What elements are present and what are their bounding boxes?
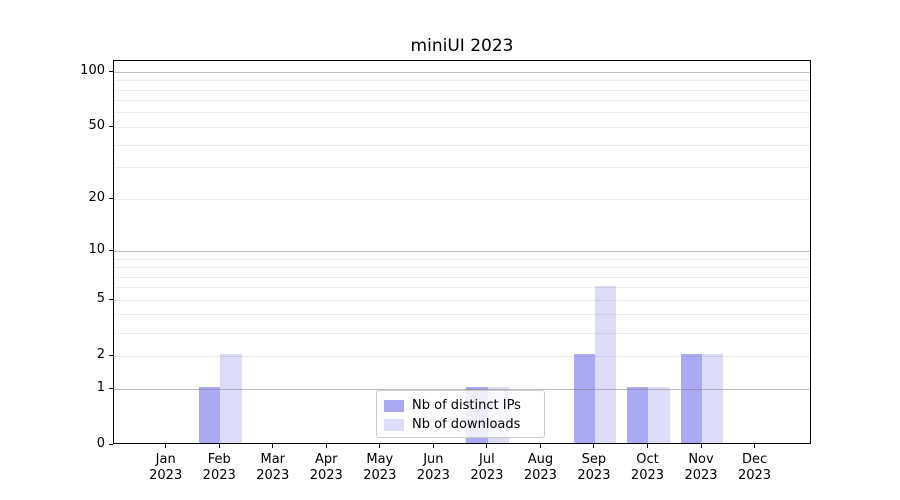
y-gridline-minor bbox=[114, 258, 810, 260]
y-tick-mark bbox=[109, 387, 113, 389]
y-tick-mark bbox=[109, 125, 113, 127]
x-tick-label-aug: Aug 2023 bbox=[523, 452, 557, 483]
y-gridline-minor bbox=[114, 355, 810, 357]
y-tick-label: 1 bbox=[96, 380, 105, 395]
x-tick-label-jul: Jul 2023 bbox=[470, 452, 504, 483]
bar-downloads-nov bbox=[702, 354, 724, 443]
x-tick-label-jan: Jan 2023 bbox=[149, 452, 183, 483]
x-tick-label-oct: Oct 2023 bbox=[630, 452, 665, 483]
y-tick-mark bbox=[109, 354, 113, 356]
y-gridline-minor bbox=[114, 144, 810, 146]
bar-downloads-sep bbox=[594, 285, 617, 443]
x-tick-mark bbox=[646, 444, 648, 448]
bar-distinct-ips-nov bbox=[680, 354, 702, 443]
x-tick-mark bbox=[593, 444, 595, 448]
x-tick-label-sep: Sep 2023 bbox=[577, 452, 611, 483]
legend: Nb of distinct IPs Nb of downloads bbox=[376, 390, 545, 438]
y-tick-label: 20 bbox=[88, 190, 105, 206]
x-tick-mark bbox=[272, 444, 274, 448]
y-gridline-major bbox=[114, 388, 810, 390]
y-gridline-minor bbox=[114, 126, 810, 128]
y-gridline-minor bbox=[114, 112, 810, 114]
y-tick-mark bbox=[109, 298, 113, 300]
chart-title: miniUI 2023 bbox=[410, 36, 514, 56]
y-gridline-minor bbox=[114, 287, 810, 289]
x-tick-label-may: May 2023 bbox=[363, 452, 397, 483]
bar-downloads-feb bbox=[220, 354, 242, 443]
y-tick-label: 10 bbox=[88, 242, 105, 258]
bar-downloads-oct bbox=[648, 387, 670, 443]
x-tick-mark bbox=[165, 444, 167, 448]
x-tick-mark bbox=[754, 444, 756, 448]
bar-distinct-ips-feb bbox=[198, 387, 221, 443]
y-gridline-minor bbox=[114, 167, 810, 169]
y-tick-mark bbox=[109, 249, 113, 251]
x-tick-mark bbox=[539, 444, 541, 448]
x-tick-mark bbox=[325, 444, 327, 448]
x-tick-label-dec: Dec 2023 bbox=[737, 452, 772, 483]
y-gridline-minor bbox=[114, 267, 810, 268]
y-tick-label: 50 bbox=[88, 118, 105, 134]
legend-row: Nb of distinct IPs bbox=[384, 396, 544, 415]
x-tick-label-nov: Nov 2023 bbox=[684, 452, 718, 483]
y-gridline-minor bbox=[114, 89, 810, 91]
plot-area bbox=[113, 60, 811, 444]
y-tick-mark bbox=[109, 443, 113, 445]
x-tick-mark bbox=[379, 444, 381, 448]
x-tick-mark bbox=[486, 444, 488, 448]
x-tick-label-apr: Apr 2023 bbox=[309, 452, 343, 483]
y-gridline-minor bbox=[114, 100, 810, 102]
legend-label-downloads: Nb of downloads bbox=[412, 417, 521, 432]
legend-label-distinct-ips: Nb of distinct IPs bbox=[412, 398, 521, 413]
y-tick-mark bbox=[109, 197, 113, 199]
y-gridline-major bbox=[114, 71, 810, 73]
x-tick-label-mar: Mar 2023 bbox=[256, 452, 290, 483]
legend-row: Nb of downloads bbox=[384, 415, 544, 434]
x-tick-label-jun: Jun 2023 bbox=[416, 452, 450, 483]
legend-swatch-distinct-ips bbox=[384, 399, 404, 412]
x-tick-mark bbox=[700, 444, 702, 448]
x-tick-label-feb: Feb 2023 bbox=[202, 452, 236, 483]
y-gridline-minor bbox=[114, 332, 810, 334]
y-gridline-minor bbox=[114, 80, 810, 82]
y-tick-label: 5 bbox=[96, 291, 105, 307]
x-tick-mark bbox=[218, 444, 220, 448]
y-tick-label: 100 bbox=[80, 63, 105, 79]
y-gridline-major bbox=[114, 250, 810, 252]
x-tick-mark bbox=[432, 444, 434, 448]
y-tick-mark bbox=[109, 70, 113, 72]
y-gridline-minor bbox=[114, 299, 810, 301]
legend-swatch-downloads bbox=[384, 418, 404, 431]
bar-distinct-ips-sep bbox=[573, 354, 595, 443]
y-tick-label: 0 bbox=[96, 436, 105, 451]
y-gridline-minor bbox=[114, 276, 810, 278]
y-gridline-minor bbox=[114, 314, 810, 316]
y-tick-label: 2 bbox=[96, 347, 105, 363]
y-gridline-minor bbox=[114, 198, 810, 200]
bar-distinct-ips-oct bbox=[627, 387, 649, 443]
